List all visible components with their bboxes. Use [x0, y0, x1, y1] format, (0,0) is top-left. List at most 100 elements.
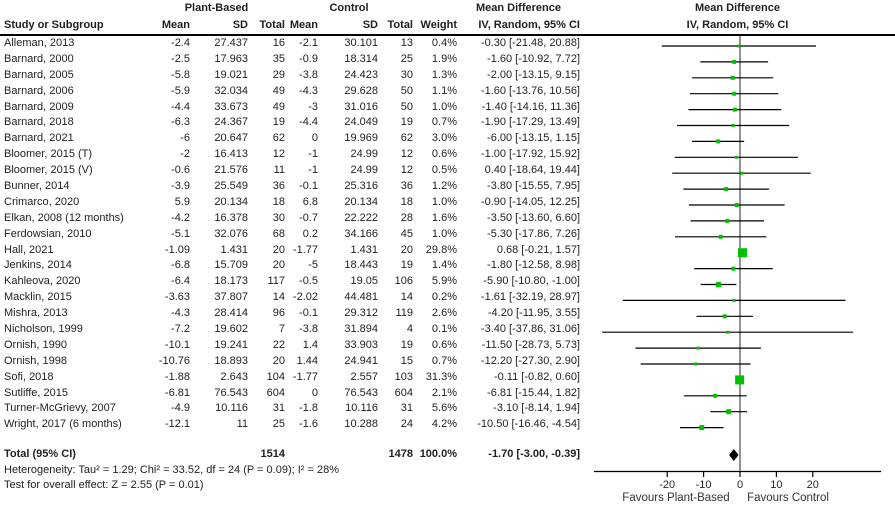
- effect-marker: [724, 187, 729, 192]
- study-name: Barnard, 2021: [4, 132, 74, 145]
- header-spacer: [0, 0, 148, 16]
- control-mean: 0: [311, 132, 318, 145]
- control-total: 13: [400, 37, 413, 49]
- plant-sd: 24.367: [214, 116, 248, 129]
- column-header-weight: Weight: [420, 19, 457, 31]
- study-name: Barnard, 2000: [4, 52, 74, 65]
- control-total: 28: [400, 211, 413, 224]
- plant-sd: 33.673: [214, 100, 248, 113]
- effect-marker: [737, 248, 747, 258]
- control-mean: -0.7: [299, 211, 318, 224]
- plant-sd: 28.414: [214, 307, 248, 320]
- effect-marker: [718, 234, 723, 239]
- study-name: Mishra, 2013: [4, 307, 68, 320]
- control-total: 19: [400, 116, 413, 129]
- effect-marker: [732, 107, 737, 112]
- plant-total: 12: [272, 148, 285, 161]
- effect-marker: [737, 44, 741, 48]
- effect-marker: [739, 171, 743, 175]
- plant-sd: 2.643: [220, 370, 248, 383]
- plant-sd: 32.034: [214, 84, 248, 97]
- control-sd: 33.903: [344, 338, 378, 351]
- control-total: 45: [400, 227, 413, 240]
- weight-value: 0.6%: [431, 338, 457, 351]
- ci-value: -1.60 [-10.92, 7.72]: [487, 52, 580, 65]
- weight-value: 1.0%: [431, 195, 457, 208]
- ci-value: -0.30 [-21.48, 20.88]: [480, 37, 580, 49]
- plant-sd: 1.431: [220, 243, 248, 256]
- ci-value: -0.90 [-14.05, 12.25]: [480, 195, 580, 208]
- control-sd: 24.049: [344, 116, 378, 129]
- total-spacer: [148, 447, 190, 463]
- overall-effect-test: Test for overall effect: Z = 2.55 (P = 0…: [4, 479, 204, 492]
- plant-mean: -1.88: [164, 370, 190, 383]
- effect-marker: [735, 375, 745, 385]
- study-name: Bunner, 2014: [4, 180, 70, 193]
- ci-value: -5.30 [-17.86, 7.26]: [487, 227, 580, 240]
- column-header-plant-sd: SD: [232, 19, 248, 31]
- table-row: Mishra, 2013 -4.3 28.414 96 -0.1 29.312 119 2.6…: [0, 306, 895, 322]
- control-total: 4: [406, 323, 413, 336]
- study-name: Jenkins, 2014: [4, 259, 72, 272]
- plant-mean: -4.9: [171, 402, 190, 415]
- control-sd: 2.557: [350, 370, 378, 383]
- total-row: Total (95% CI) 1514 1478 100.0% -1.70 [-…: [0, 447, 895, 463]
- ci-value: -1.00 [-17.92, 15.92]: [480, 148, 580, 161]
- study-name: Alleman, 2013: [4, 37, 75, 49]
- control-total: 15: [400, 354, 413, 367]
- weight-value: 1.4%: [431, 259, 457, 272]
- control-sd: 20.134: [344, 195, 378, 208]
- control-total: 103: [394, 370, 413, 383]
- plant-total: 18: [272, 195, 285, 208]
- control-total: 18: [400, 195, 413, 208]
- effect-marker: [730, 75, 735, 80]
- table-row: Sofi, 2018 -1.88 2.643 104 -1.77 2.557 103 31.3…: [0, 370, 895, 386]
- control-mean: -2.1: [299, 37, 318, 49]
- plant-sd: 16.378: [214, 211, 248, 224]
- ci-value: -1.80 [-12.58, 8.98]: [487, 259, 580, 272]
- study-name: Kahleova, 2020: [4, 275, 81, 288]
- plant-mean: -6.81: [164, 386, 190, 399]
- control-sd: 34.166: [344, 227, 378, 240]
- plant-sd: 17.963: [214, 52, 248, 65]
- forest-plot-canvas: -20 -10 0 10 20 Favours Plant-Based Favours Co…: [594, 36, 881, 504]
- group-header-plant-based: Plant-Based: [184, 2, 249, 14]
- plant-mean: -4.3: [171, 307, 190, 320]
- table-row: Hall, 2021 -1.09 1.431 20 -1.77 1.431 20 29.8% 0…: [0, 243, 895, 259]
- axis-tick-label: 0: [737, 479, 743, 491]
- control-mean: -1: [308, 164, 318, 177]
- effect-marker: [726, 330, 730, 334]
- table-row: Ornish, 1990 -10.1 19.241 22 1.4 33.903 19 0.6%…: [0, 338, 895, 354]
- effect-marker: [731, 266, 736, 271]
- control-mean: -0.5: [299, 275, 318, 288]
- plant-sd: 20.647: [214, 132, 248, 145]
- total-label: Total (95% CI): [4, 448, 76, 461]
- plant-sd: 19.241: [214, 338, 248, 351]
- table-row: Macklin, 2015 -3.63 37.807 14 -2.02 44.481 14 0…: [0, 290, 895, 306]
- control-sd: 30.101: [344, 37, 378, 49]
- plant-sd: 20.134: [214, 195, 248, 208]
- plant-mean: -2.5: [171, 52, 190, 65]
- control-sd: 24.99: [350, 164, 378, 177]
- plant-mean: -5.8: [171, 68, 190, 81]
- plant-total: 68: [272, 227, 285, 240]
- total-spacer: [285, 447, 318, 463]
- weight-value: 0.6%: [431, 148, 457, 161]
- column-header-plant-mean: Mean: [161, 19, 190, 31]
- plant-mean: -0.6: [171, 164, 190, 177]
- table-row: Bunner, 2014 -3.9 25.549 36 -0.1 25.316 36 1.2%…: [0, 179, 895, 195]
- table-row: Nicholson, 1999 -7.2 19.602 7 -3.8 31.894 4 0.1…: [0, 322, 895, 338]
- control-sd: 76.543: [344, 386, 378, 399]
- table-header: Plant-Based Control Mean Difference Mean…: [0, 0, 895, 36]
- effect-marker: [731, 124, 735, 127]
- column-header-study: Study or Subgroup: [4, 19, 104, 31]
- table-row: Ornish, 1998 -10.76 18.893 20 1.44 24.941 15 0.…: [0, 354, 895, 370]
- plant-total: 49: [272, 100, 285, 113]
- group-header-control: Control: [329, 2, 369, 14]
- control-sd: 31.016: [344, 100, 378, 113]
- plant-total: 20: [272, 259, 285, 272]
- table-row: Barnard, 2006 -5.9 32.034 49 -4.3 29.628 50 1.1…: [0, 84, 895, 100]
- plant-total: 22: [272, 338, 285, 351]
- ci-value: -10.50 [-16.46, -4.54]: [477, 418, 580, 431]
